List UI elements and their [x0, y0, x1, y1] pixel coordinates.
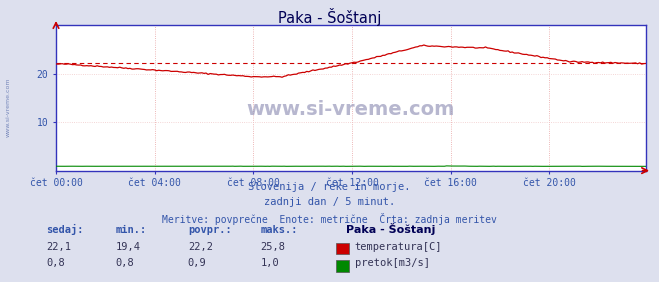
Text: Paka - Šoštanj: Paka - Šoštanj [278, 8, 381, 27]
Text: 0,8: 0,8 [46, 259, 65, 268]
Text: povpr.:: povpr.: [188, 225, 231, 235]
Text: maks.:: maks.: [260, 225, 298, 235]
Text: pretok[m3/s]: pretok[m3/s] [355, 259, 430, 268]
Text: 1,0: 1,0 [260, 259, 279, 268]
Text: 0,8: 0,8 [115, 259, 134, 268]
Text: 25,8: 25,8 [260, 242, 285, 252]
Text: Meritve: povprečne  Enote: metrične  Črta: zadnja meritev: Meritve: povprečne Enote: metrične Črta:… [162, 213, 497, 225]
Text: temperatura[C]: temperatura[C] [355, 242, 442, 252]
Text: Slovenija / reke in morje.: Slovenija / reke in morje. [248, 182, 411, 192]
Text: 0,9: 0,9 [188, 259, 206, 268]
Text: www.si-vreme.com: www.si-vreme.com [246, 100, 455, 119]
Text: www.si-vreme.com: www.si-vreme.com [6, 78, 11, 137]
Text: 19,4: 19,4 [115, 242, 140, 252]
Text: Paka - Šoštanj: Paka - Šoštanj [346, 223, 436, 235]
Text: 22,1: 22,1 [46, 242, 71, 252]
Text: sedaj:: sedaj: [46, 224, 84, 235]
Text: 22,2: 22,2 [188, 242, 213, 252]
Text: zadnji dan / 5 minut.: zadnji dan / 5 minut. [264, 197, 395, 207]
Text: min.:: min.: [115, 225, 146, 235]
